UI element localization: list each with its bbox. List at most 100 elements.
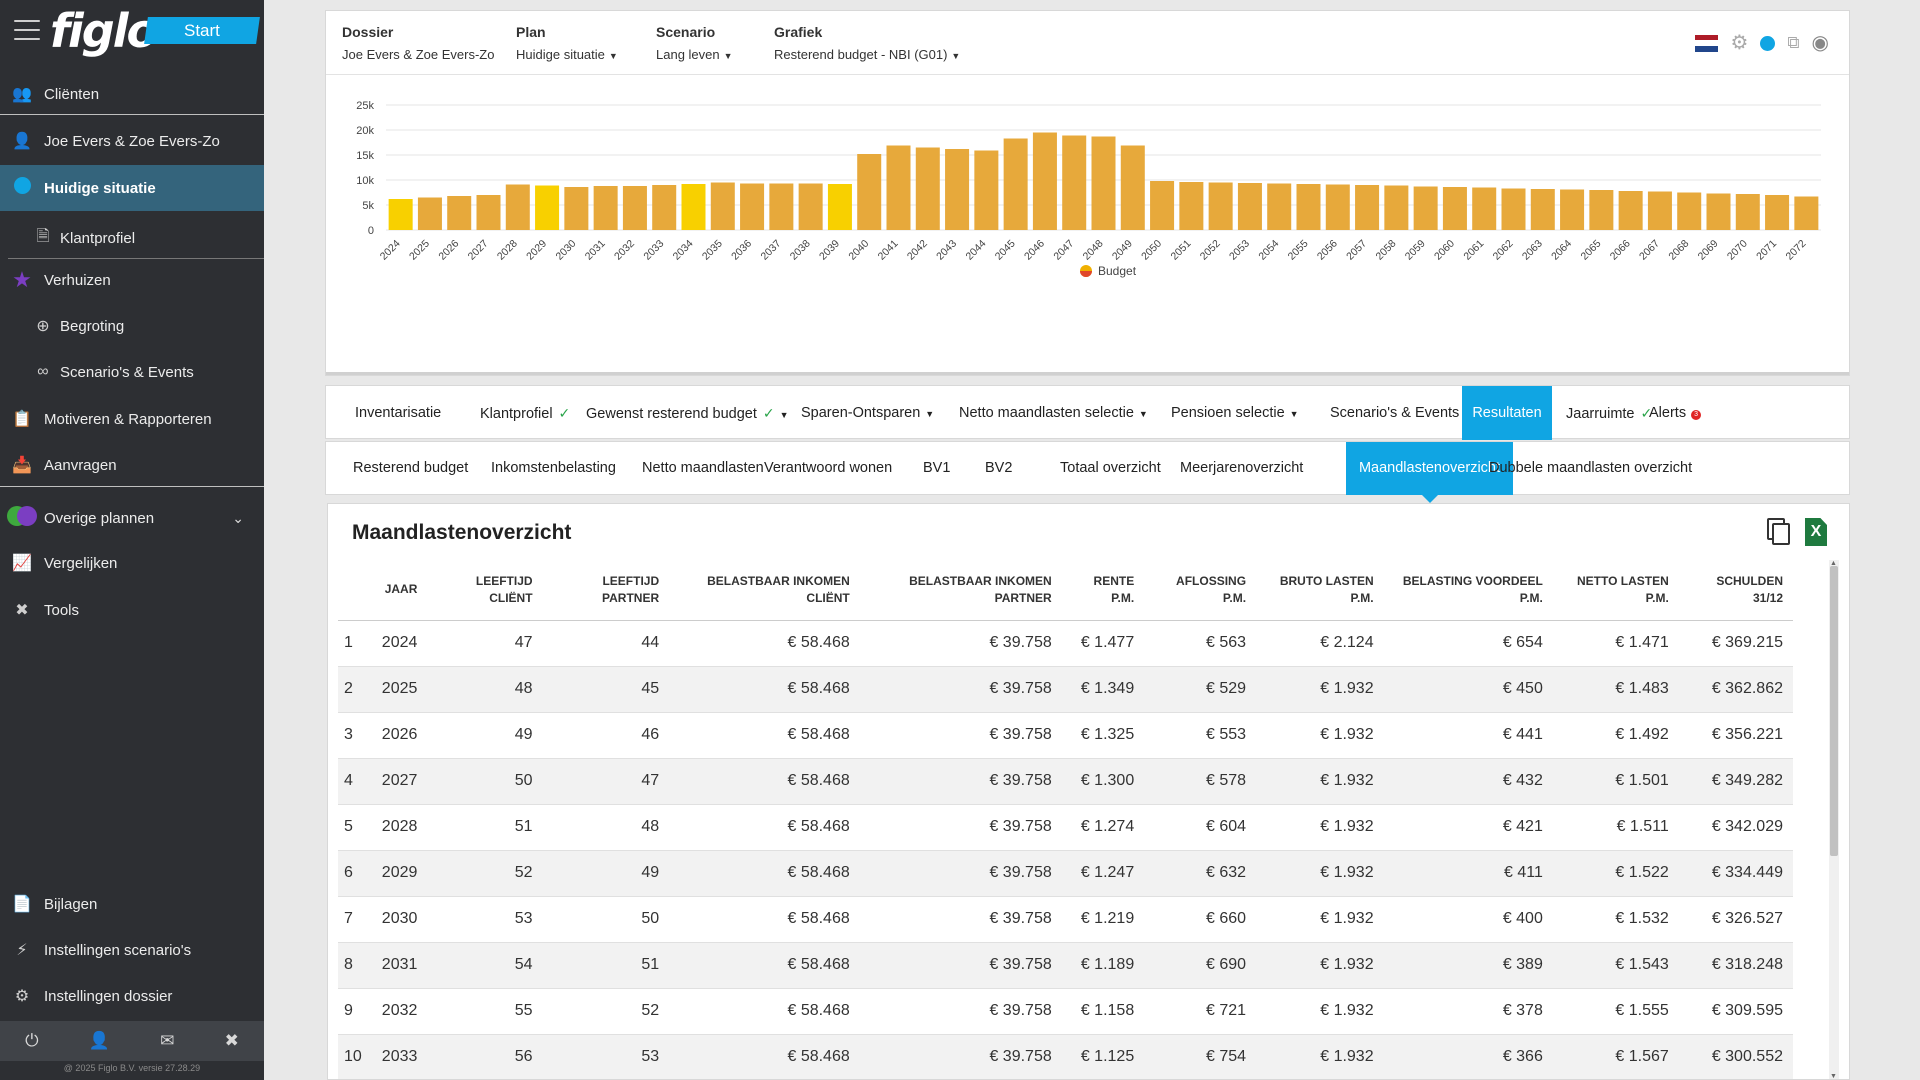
scroll-down-icon[interactable]: ▼ (1830, 1073, 1837, 1080)
table-cell: € 300.552 (1678, 1034, 1793, 1079)
tab-alerts[interactable]: Alerts 3 (1649, 386, 1702, 440)
table-cell: € 1.349 (1061, 666, 1145, 713)
table-cell: € 604 (1144, 804, 1257, 851)
x-tick-label: 2060 (1432, 238, 1457, 263)
divider (326, 372, 1849, 375)
subtab-bv1[interactable]: BV1 (923, 460, 951, 476)
bar (1208, 182, 1233, 230)
column-header: BRUTO LASTEN P.M. (1256, 560, 1384, 621)
sidebar-item-verhuizen[interactable]: ★ Verhuizen (0, 260, 264, 300)
table-cell: 53 (427, 896, 543, 943)
vertical-scrollbar[interactable]: ▲ ▼ (1829, 560, 1839, 1080)
table-cell: € 1.471 (1552, 620, 1679, 667)
chevron-down-icon[interactable]: ⌄ (232, 509, 244, 526)
sidebar-item-motiveren[interactable]: 📋 Motiveren & Rapporteren (0, 399, 264, 439)
sidebar-item-label: Instellingen scenario's (44, 941, 192, 959)
sidebar-footer: ⏻ 👤 ✉ ✖ (0, 1021, 264, 1061)
power-icon[interactable]: ⏻ (25, 1031, 39, 1050)
tab-sparen-ontsparen[interactable]: Sparen-Ontsparen ▼ (801, 386, 934, 440)
sidebar-item-overige-plannen[interactable]: Overige plannen ⌄ (0, 498, 264, 538)
target-icon: ⊕ (36, 318, 50, 335)
gear-icon[interactable]: ⚙ (1730, 32, 1749, 54)
subtab-totaal-overzicht[interactable]: Totaal overzicht (1060, 460, 1161, 476)
table-cell: € 39.758 (859, 620, 1062, 667)
subtab-resterend-budget[interactable]: Resterend budget (353, 460, 469, 476)
tab-pensioen-selectie[interactable]: Pensioen selectie ▼ (1171, 386, 1299, 440)
column-header: NETTO LASTEN P.M. (1552, 560, 1679, 621)
table-cell: € 400 (1383, 896, 1553, 943)
sidebar-item-tools[interactable]: ✖ Tools (0, 590, 264, 630)
x-tick-label: 2031 (583, 238, 608, 263)
table-cell: € 1.189 (1061, 942, 1145, 989)
table-cell: € 1.325 (1061, 712, 1145, 759)
table-row: 5 2028 51 48 € 58.468 € 39.758 € 1.274 € 604 € 1… (338, 804, 1793, 851)
tab-jaarruimte[interactable]: Jaarruimte ✓ (1566, 386, 1652, 440)
bolt-icon: ⚡ (16, 942, 28, 959)
subtab-bv2[interactable]: BV2 (985, 460, 1013, 476)
scrollbar-thumb[interactable] (1830, 566, 1838, 856)
sidebar-item-huidige-situatie[interactable]: Huidige situatie (0, 165, 264, 211)
table-cell: € 660 (1144, 896, 1257, 943)
table-row: 4 2027 50 47 € 58.468 € 39.758 € 1.300 € 578 € 1… (338, 758, 1793, 805)
tab-scenario-s-events[interactable]: Scenario's & Events (1330, 386, 1459, 440)
table-cell: € 318.248 (1678, 942, 1793, 989)
subtab-verantwoord-wonen[interactable]: Verantwoord wonen (764, 460, 893, 476)
x-tick-label: 2043 (934, 238, 959, 263)
subtab-inkomstenbelasting[interactable]: Inkomstenbelasting (491, 460, 616, 476)
subtab-meerjarenoverzicht[interactable]: Meerjarenoverzicht (1180, 460, 1304, 476)
eye-icon[interactable]: ◉ (1811, 32, 1829, 54)
sidebar-item-begroting[interactable]: ⊕ Begroting (0, 306, 264, 346)
tab-resultaten[interactable]: Resultaten (1462, 386, 1552, 440)
tab-netto-maandlasten-selectie[interactable]: Netto maandlasten selectie ▼ (959, 386, 1148, 440)
tab-gewenst-resterend-budget[interactable]: Gewenst resterend budget ✓ ▼ (586, 386, 789, 440)
sidebar-item-instellingen-scenarios[interactable]: ⚡ Instellingen scenario's (0, 930, 264, 970)
x-tick-label: 2047 (1051, 238, 1076, 263)
copy-icon[interactable]: ⧉ (1787, 33, 1800, 52)
subtab-maandlastenoverzicht[interactable]: Maandlastenoverzicht (1346, 442, 1513, 503)
tools-icon[interactable]: ✖ (224, 1031, 239, 1050)
copy-icon[interactable] (1767, 518, 1791, 546)
sidebar-item-klantprofiel[interactable]: 🗎 Klantprofiel (0, 218, 264, 258)
start-button[interactable]: Start (144, 17, 260, 44)
dutch-flag-icon[interactable] (1695, 34, 1719, 52)
sidebar-item-instellingen-dossier[interactable]: ⚙ Instellingen dossier (0, 976, 264, 1016)
status-dot-icon[interactable] (1760, 35, 1776, 51)
table-cell: € 39.758 (859, 896, 1062, 943)
tab-inventarisatie[interactable]: Inventarisatie (355, 386, 441, 440)
x-tick-label: 2033 (641, 238, 666, 263)
chart-panel: Dossier Joe Evers & Zoe Evers-Zo Plan Hu… (325, 10, 1850, 376)
sidebar-item-vergelijken[interactable]: 📈 Vergelijken (0, 543, 264, 583)
sidebar-item-aanvragen[interactable]: 📥 Aanvragen (0, 445, 264, 485)
table-cell: 52 (427, 850, 543, 897)
excel-icon[interactable]: X (1805, 518, 1829, 546)
x-tick-label: 2028 (495, 238, 520, 263)
grafiek-dropdown[interactable]: Resterend budget - NBI (G01) ▼ (774, 47, 960, 62)
scroll-up-icon[interactable]: ▲ (1830, 560, 1837, 567)
filter-label: Dossier (342, 24, 394, 40)
tab-klantprofiel[interactable]: Klantprofiel ✓ (480, 386, 570, 440)
menu-icon[interactable] (14, 20, 40, 40)
user-icon[interactable]: 👤 (88, 1031, 110, 1050)
sidebar-item-client[interactable]: 👤 Joe Evers & Zoe Evers-Zo (0, 121, 264, 161)
bar (1501, 188, 1526, 230)
main-tabs: Inventarisatie Klantprofiel ✓ Gewenst reste… (325, 385, 1850, 440)
tab-label: Klantprofiel (480, 406, 553, 422)
x-tick-label: 2055 (1286, 238, 1311, 263)
subtab-netto-maandlasten[interactable]: Netto maandlasten (642, 460, 764, 476)
table-row: 3 2026 49 46 € 58.468 € 39.758 € 1.325 € 553 € 1… (338, 712, 1793, 759)
table-cell: € 1.932 (1256, 666, 1384, 713)
mail-icon[interactable]: ✉ (160, 1031, 175, 1050)
sidebar-item-bijlagen[interactable]: 📄 Bijlagen (0, 884, 264, 924)
sidebar-item-clienten[interactable]: 👥 Cliënten (0, 74, 264, 114)
sidebar-item-label: Aanvragen (44, 456, 117, 474)
table-cell: € 349.282 (1678, 758, 1793, 805)
scenario-dropdown[interactable]: Lang leven ▼ (656, 47, 733, 62)
subtab-dubbele-maandlasten-overzicht[interactable]: Dubbele maandlasten overzicht (1489, 460, 1693, 476)
sidebar-item-scenarios[interactable]: ∞ Scenario's & Events (0, 352, 264, 392)
plan-dropdown[interactable]: Huidige situatie ▼ (516, 47, 618, 62)
x-tick-label: 2045 (993, 238, 1018, 263)
table-row: 8 2031 54 51 € 58.468 € 39.758 € 1.189 € 690 € 1… (338, 942, 1793, 989)
table-cell: 2024 (371, 620, 428, 667)
table-cell: 50 (542, 896, 670, 943)
tab-label: Alerts (1649, 405, 1687, 421)
